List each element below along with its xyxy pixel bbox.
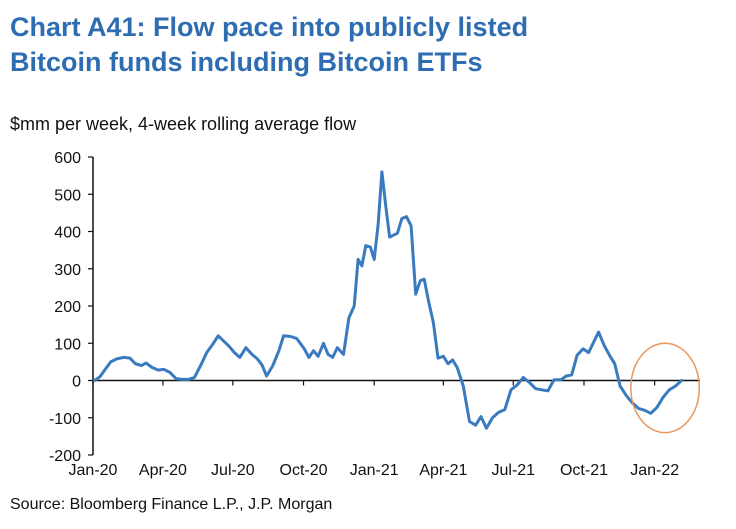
chart-title-line-2: Bitcoin funds including Bitcoin ETFs [10, 47, 483, 77]
chart-subtitle: $mm per week, 4-week rolling average flo… [10, 114, 357, 134]
x-tick-label: Oct-20 [280, 462, 328, 479]
y-tick-label: 0 [72, 374, 81, 391]
flow-series-line [93, 170, 684, 430]
chart-title: Chart A41: Flow pace into publicly liste… [10, 10, 730, 80]
x-axis-labels: Jan-20 Apr-20 Jul-20 Oct-20 Jan-21 Apr-21 Jul-… [69, 462, 680, 479]
y-tick-label: -100 [49, 411, 81, 428]
x-tick-label: Jan-21 [350, 462, 399, 479]
source-note: Source: Bloomberg Finance L.P., J.P. Mor… [10, 496, 333, 513]
y-tick-label: 300 [54, 262, 81, 279]
x-tick-label: Apr-21 [419, 462, 467, 479]
y-tick-label: 500 [54, 187, 81, 204]
chart-title-line-1: Chart A41: Flow pace into publicly liste… [10, 12, 529, 42]
x-tick-label: Jan-22 [630, 462, 679, 479]
x-tick-label: Jul-20 [211, 462, 255, 479]
annotation-group [630, 342, 700, 434]
highlight-circle [630, 342, 700, 434]
y-tick-label: 400 [54, 225, 81, 242]
y-tick-label: 600 [54, 150, 81, 167]
x-tick-label: Jul-21 [492, 462, 536, 479]
x-tick-label: Jan-20 [69, 462, 118, 479]
x-tick-label: Oct-21 [560, 462, 608, 479]
x-tick-label: Apr-20 [139, 462, 187, 479]
y-tick-label: 200 [54, 299, 81, 316]
chart-axes [88, 156, 700, 456]
series-group [93, 170, 684, 430]
y-tick-label: -200 [49, 448, 81, 465]
y-tick-label: 100 [54, 336, 81, 353]
y-axis-labels: 600 500 400 300 200 100 0 -100 -200 [49, 150, 81, 465]
